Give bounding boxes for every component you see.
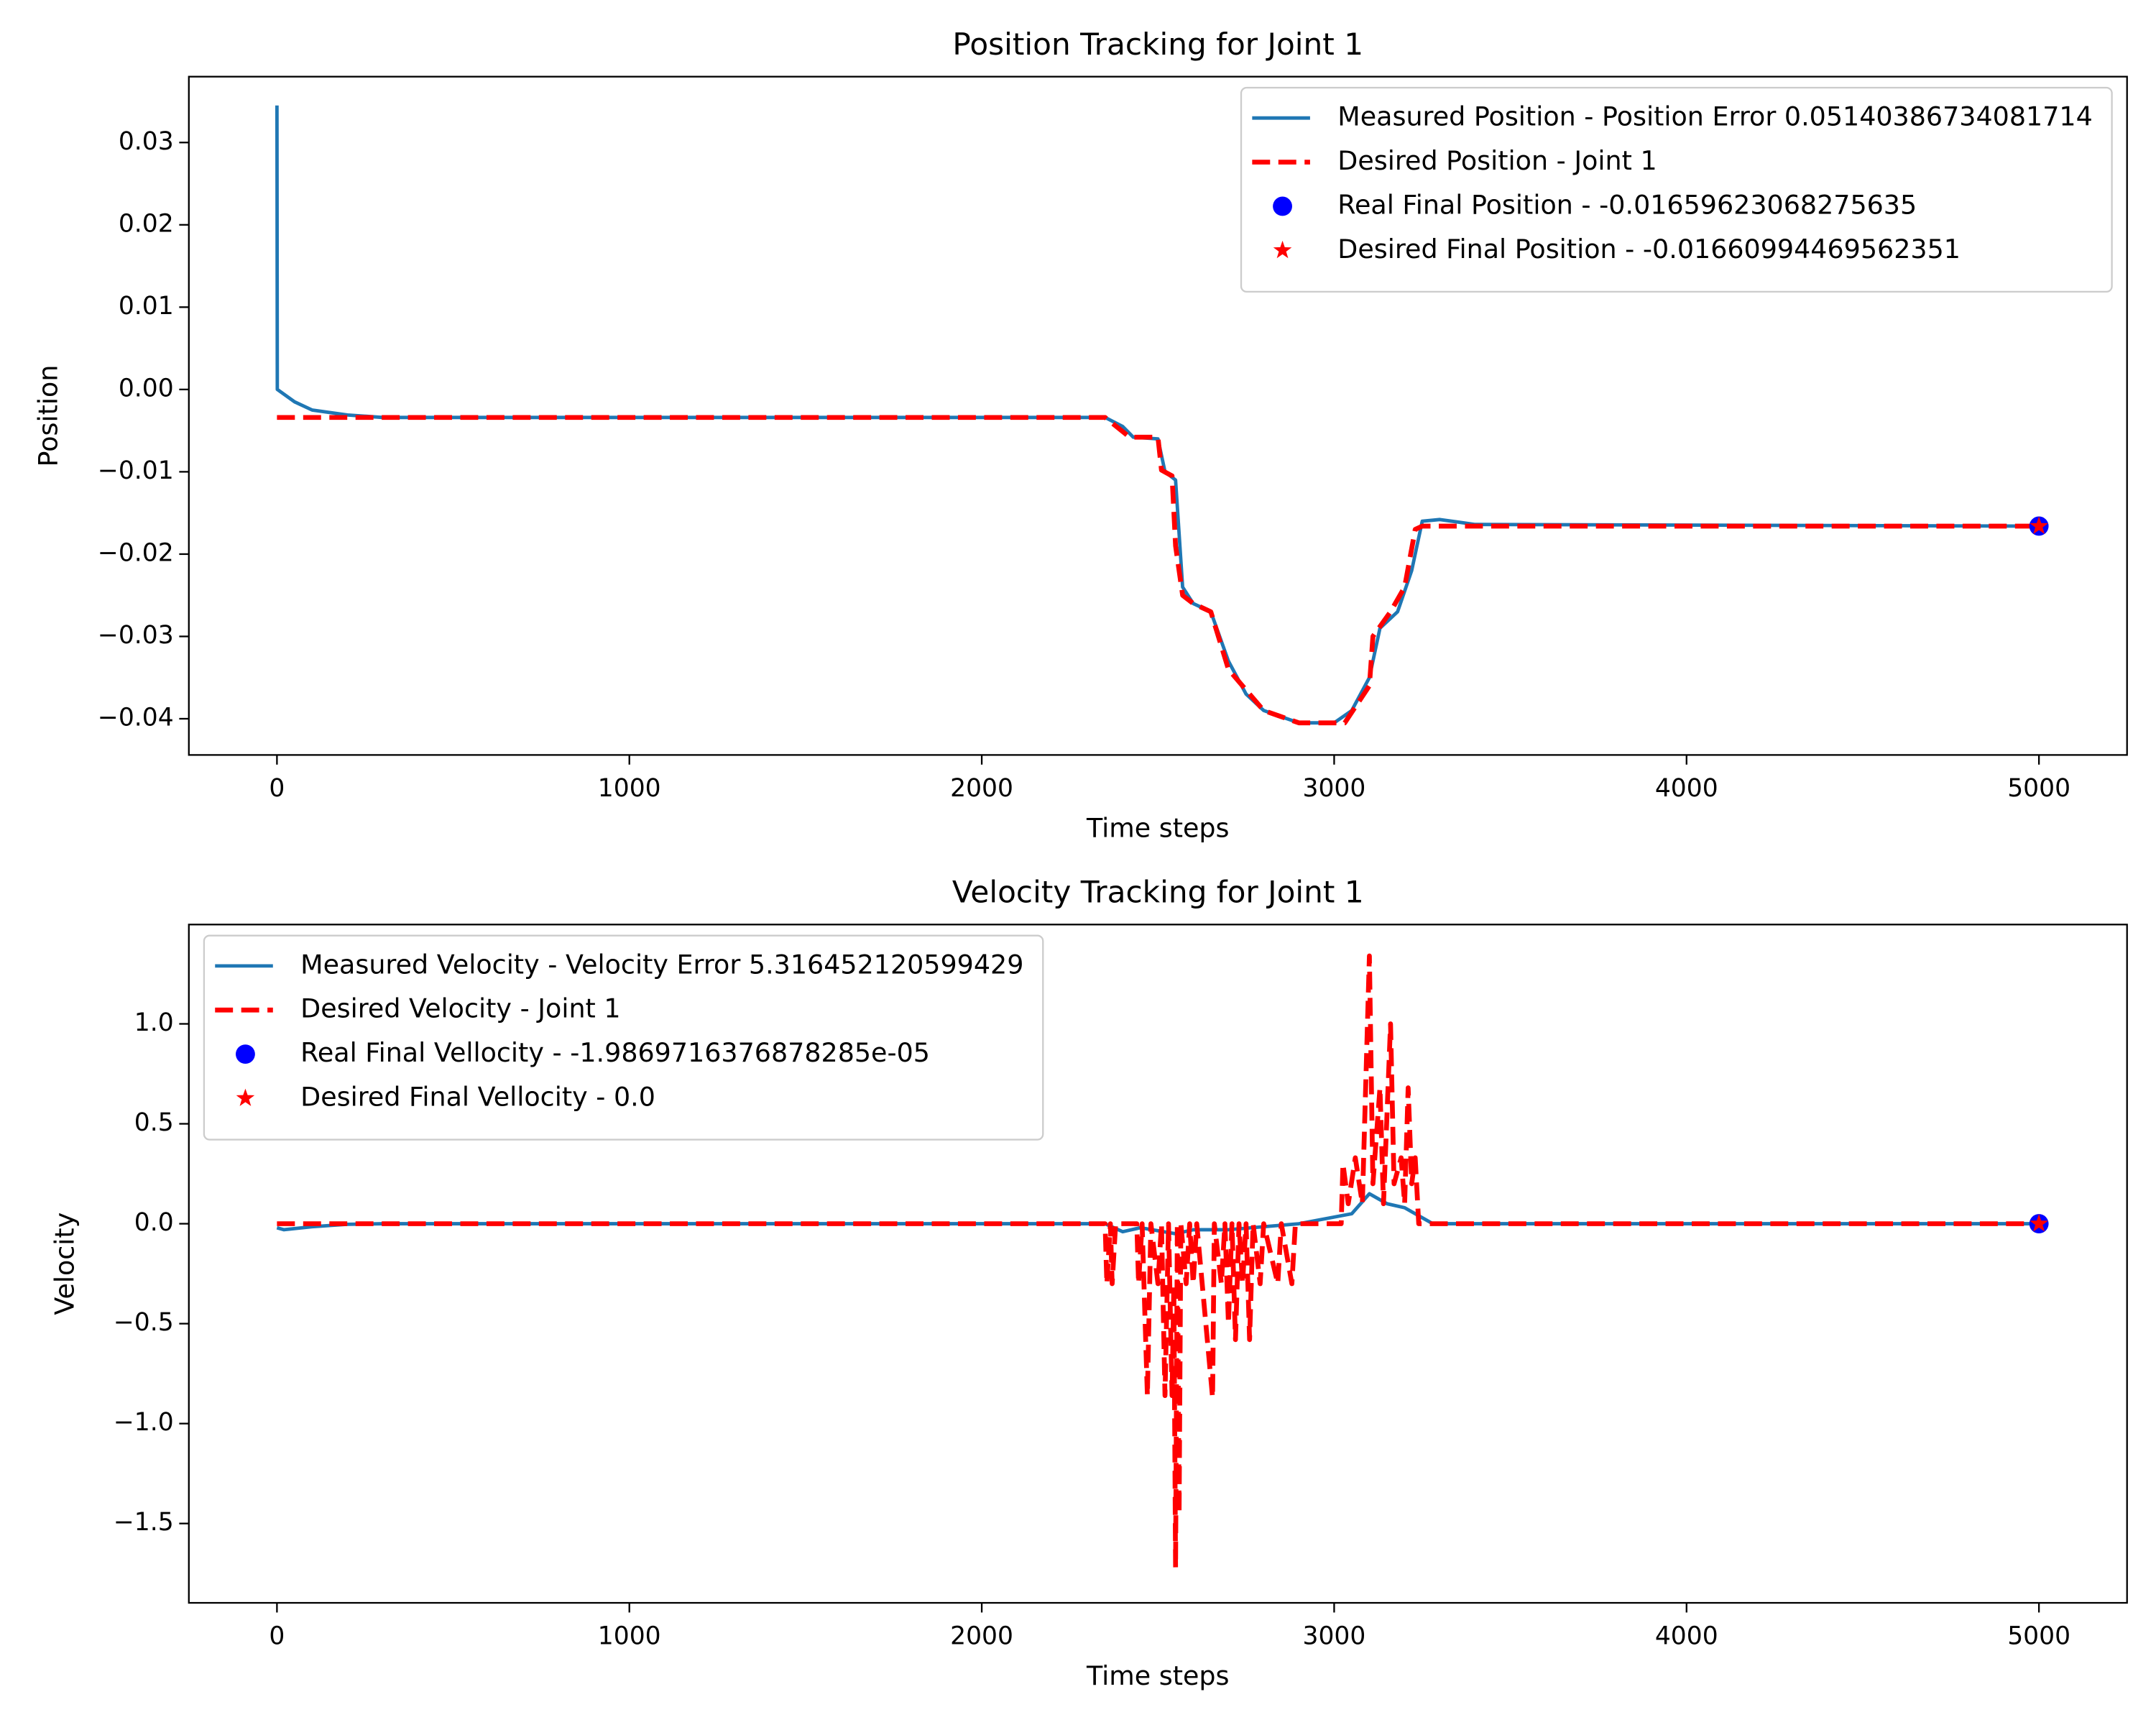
x-tick-label: 5000 [2007, 1622, 2070, 1651]
x-tick-label: 0 [269, 1622, 285, 1651]
x-tick-label: 0 [269, 774, 285, 803]
y-tick-label: 0.00 [119, 374, 174, 402]
x-tick-label: 1000 [598, 1622, 661, 1651]
y-tick-label: −0.04 [98, 703, 174, 732]
legend-label: Desired Final Position - -0.016609944695… [1337, 234, 1961, 264]
legend-label: Desired Position - Joint 1 [1337, 145, 1657, 176]
y-tick-label: −1.5 [114, 1508, 174, 1537]
plot-area [276, 953, 2040, 1570]
y-axis-label: Position [33, 365, 64, 467]
legend-box [1240, 86, 2113, 293]
x-tick-label: 4000 [1655, 1622, 1718, 1651]
y-tick-label: −0.03 [98, 621, 174, 650]
x-axis-label: Time steps [1086, 812, 1230, 843]
subplot: Position Tracking for Joint 1 Time steps P… [33, 27, 2128, 843]
x-axis-label: Time steps [1086, 1660, 1230, 1691]
legend: Measured Velocity - Velocity Error 5.316… [203, 934, 1044, 1141]
x-tick-label: 3000 [1303, 774, 1366, 803]
x-tick-label: 3000 [1303, 1622, 1366, 1651]
chart-title: Position Tracking for Joint 1 [952, 27, 1363, 62]
y-tick-label: −0.5 [114, 1308, 174, 1337]
legend-label: Desired Velocity - Joint 1 [300, 993, 620, 1024]
y-tick-label: −0.01 [98, 456, 174, 485]
x-tick-label: 5000 [2007, 774, 2070, 803]
y-tick-label: 0.02 [119, 209, 174, 238]
y-tick-label: 0.5 [134, 1108, 174, 1137]
axes-frame [188, 924, 2128, 1604]
scatter-point [2030, 1214, 2048, 1232]
y-axis-label: Velocity [50, 1213, 80, 1315]
legend-box [203, 934, 1044, 1141]
y-tick-label: −1.0 [114, 1408, 174, 1437]
legend-label: Measured Velocity - Velocity Error 5.316… [300, 949, 1023, 980]
y-tick-label: 0.03 [119, 127, 174, 156]
y-tick-label: −0.02 [98, 538, 174, 567]
legend: Measured Position - Position Error 0.051… [1240, 86, 2113, 293]
series-line [276, 1192, 2040, 1236]
legend-handle [1273, 240, 1292, 259]
y-tick-label: 0.0 [134, 1208, 174, 1237]
legend-label: Measured Position - Position Error 0.051… [1337, 101, 2092, 132]
legend-label: Real Final Position - -0.016596230682756… [1337, 189, 1917, 220]
legend-label: Real Final Vellocity - -1.98697163768782… [300, 1037, 930, 1068]
chart-title: Velocity Tracking for Joint 1 [952, 875, 1364, 910]
x-tick-label: 2000 [950, 1622, 1013, 1651]
legend-handle [236, 1088, 255, 1106]
subplot: Velocity Tracking for Joint 1 Time steps V… [50, 875, 2128, 1691]
legend-label: Desired Final Vellocity - 0.0 [300, 1082, 655, 1113]
y-tick-label: 1.0 [134, 1008, 174, 1037]
legend-handle [236, 1044, 255, 1064]
series-line [277, 415, 2040, 726]
series-line [277, 953, 2040, 1570]
scatter-point [2030, 516, 2048, 534]
x-tick-label: 4000 [1655, 774, 1718, 803]
y-tick-label: 0.01 [119, 292, 174, 321]
x-tick-label: 2000 [950, 774, 1013, 803]
plot-area [275, 105, 2040, 726]
legend-handle [1273, 196, 1292, 216]
axes-frame [188, 75, 2128, 756]
x-tick-label: 1000 [598, 774, 661, 803]
